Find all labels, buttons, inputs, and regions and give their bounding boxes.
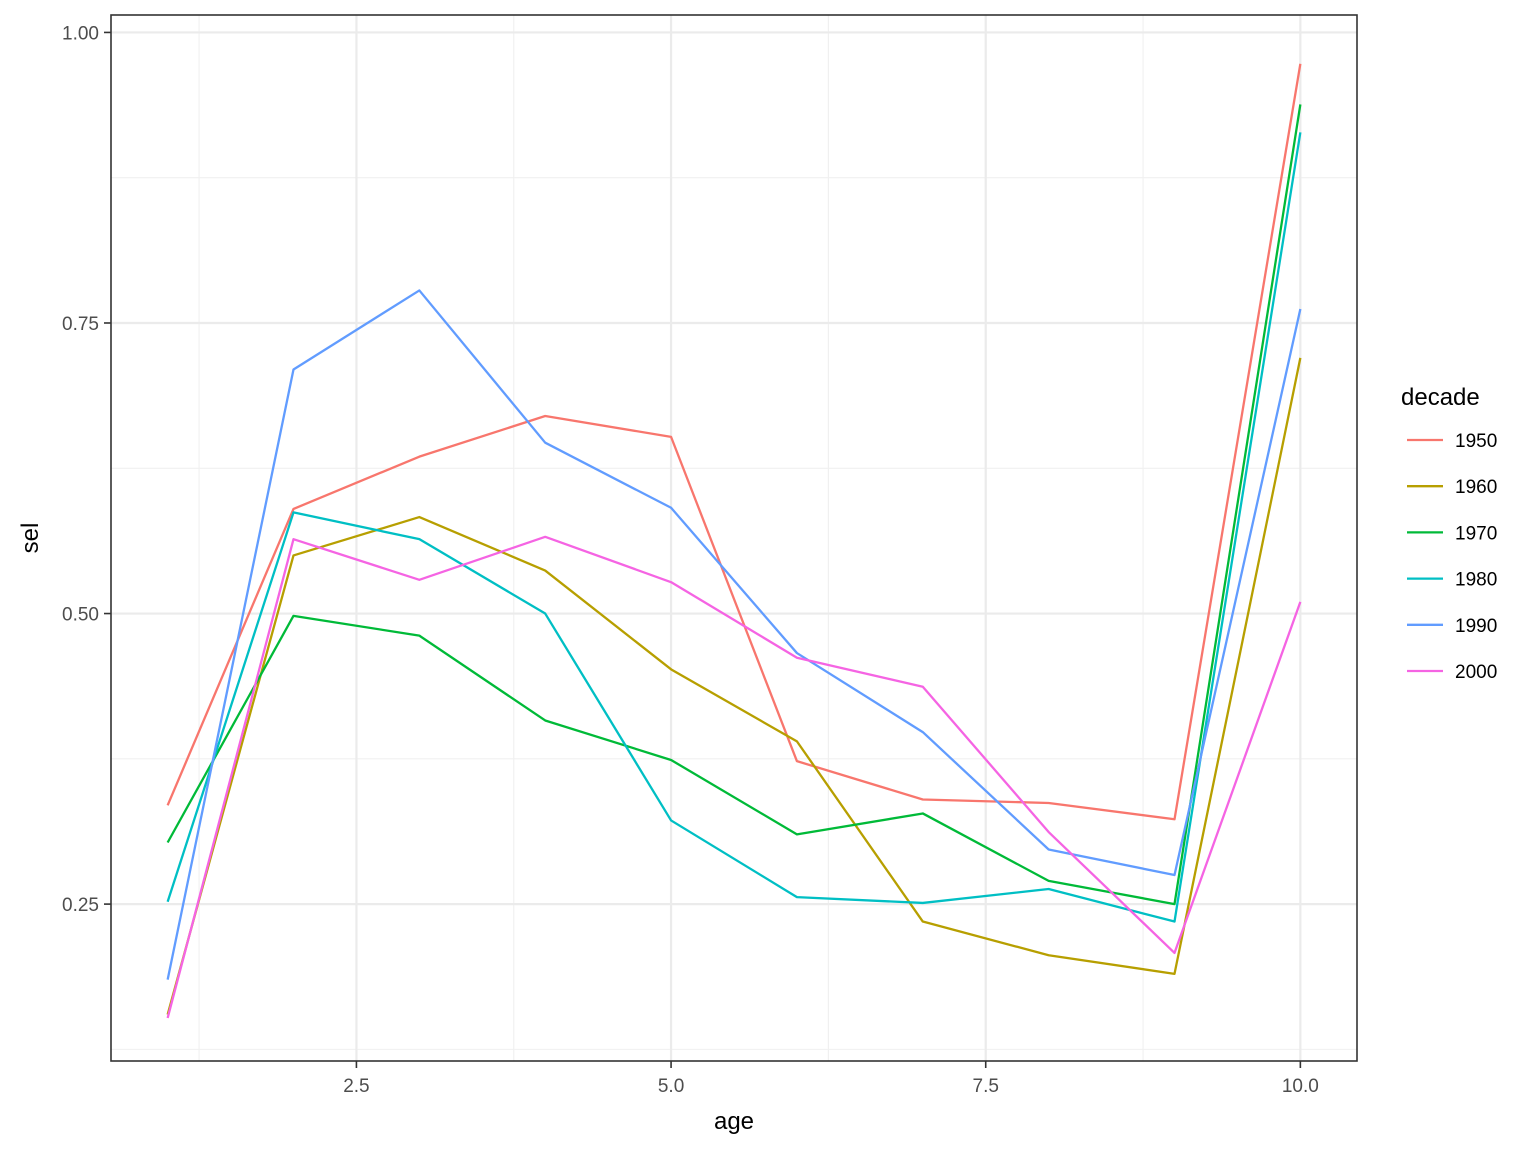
series-line-1950 [166,63,1302,821]
x-tick-label: 10.0 [1282,1076,1319,1097]
legend-label-1980: 1980 [1455,570,1497,591]
series-lines [166,63,1302,1019]
x-tick-label: 2.5 [343,1076,369,1097]
y-tick-label: 0.75 [62,314,99,335]
y-tick-label: 1.00 [62,23,99,44]
legend-label-1950: 1950 [1455,431,1497,452]
series-line-1980 [166,132,1302,923]
legend: decade 1950 1960 1970 1980 1990 2000 [1401,384,1497,683]
legend-label-2000: 2000 [1455,662,1497,683]
legend-label-1970: 1970 [1455,523,1497,544]
x-tick-label: 5.0 [658,1076,684,1097]
y-axis-title: sel [17,523,44,554]
axes: 2.5 5.0 7.5 10.0 0.25 0.50 0.75 1.00 [62,23,1319,1097]
legend-label-1990: 1990 [1455,616,1497,637]
plot-border [110,14,1358,1062]
legend-label-1960: 1960 [1455,477,1497,498]
series-line-1960 [166,357,1302,1015]
legend-title: decade [1401,384,1480,411]
x-tick-label: 7.5 [973,1076,999,1097]
series-line-1990 [166,289,1302,980]
y-tick-label: 0.25 [62,895,99,916]
y-tick-label: 0.50 [62,605,99,626]
series-line-2000 [166,535,1302,1019]
grid [111,15,1357,1061]
x-axis-title: age [714,1108,754,1135]
